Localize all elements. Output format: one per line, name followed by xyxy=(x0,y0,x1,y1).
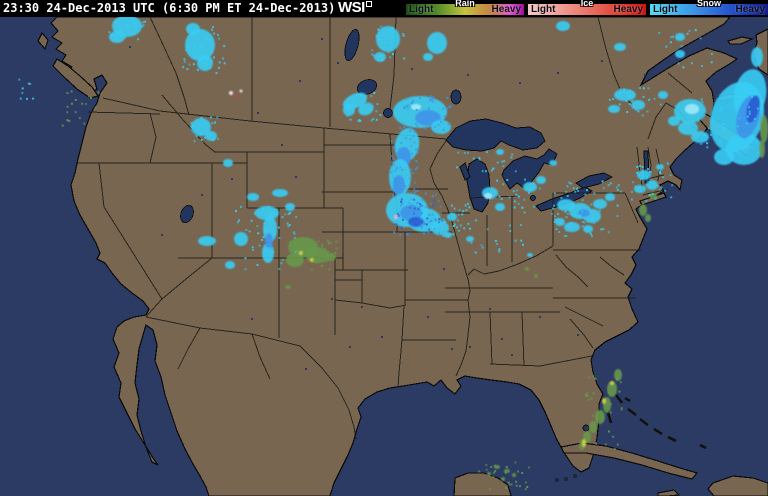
wsi-logo-mark xyxy=(365,1,372,7)
great-lakes xyxy=(128,29,650,482)
legend-snow-light: Light xyxy=(653,4,678,15)
legend-rain-heavy: Heavy xyxy=(491,4,521,15)
timestamp-text: 23:30 24-Dec-2013 UTC (6:30 PM ET 24-Dec… xyxy=(3,1,336,15)
wsi-logo-text: WSI xyxy=(338,0,365,16)
precipitation-layer xyxy=(18,17,768,491)
legend-snow: Snow Light Heavy xyxy=(650,0,768,17)
legend-ice-light: Light xyxy=(531,4,556,15)
legend-ice-heavy: Heavy xyxy=(613,4,643,15)
legend-ice: Ice Light Heavy xyxy=(528,0,646,17)
legend-snow-label: Snow xyxy=(697,0,721,8)
legend-rain-label: Rain xyxy=(455,0,475,8)
legend-rain-light: Light xyxy=(409,4,434,15)
legend-ice-gradient xyxy=(528,4,646,15)
island-chains xyxy=(605,394,707,450)
radar-map xyxy=(0,17,768,496)
legend-ice-label: Ice xyxy=(580,0,594,8)
precip-legend: Rain Light Heavy Ice Light Heavy Snow Li… xyxy=(406,0,768,17)
legend-snow-heavy: Heavy xyxy=(735,4,765,15)
wsi-logo: WSI xyxy=(338,0,372,16)
legend-snow-gradient xyxy=(650,4,768,15)
legend-rain: Rain Light Heavy xyxy=(406,0,524,17)
status-bar: 23:30 24-Dec-2013 UTC (6:30 PM ET 24-Dec… xyxy=(0,0,768,17)
legend-rain-gradient xyxy=(406,4,524,15)
